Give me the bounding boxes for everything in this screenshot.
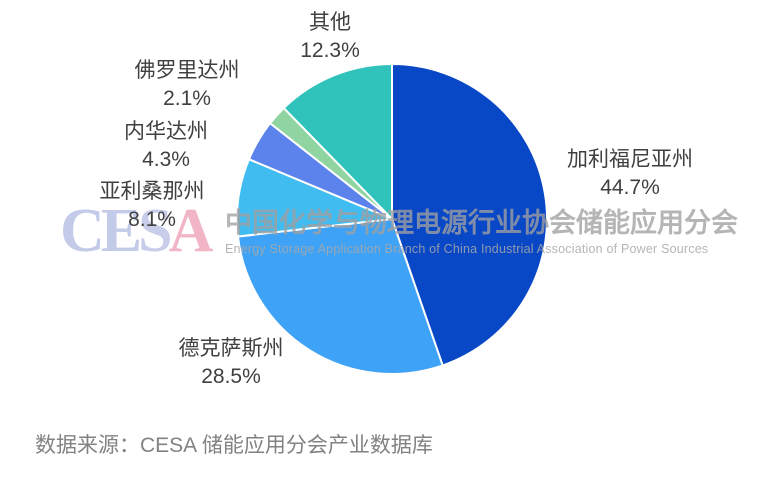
pie-slice-percent: 12.3% [300,39,360,62]
pie-slice-percent: 4.3% [142,148,190,171]
pie-slice-name: 亚利桑那州 [99,180,205,203]
pie-slice-name: 佛罗里达州 [134,59,240,82]
pie-slice-name: 加利福尼亚州 [567,148,693,171]
pie-slice-percent: 2.1% [163,87,211,110]
pie-slice-label-5: 其他 12.3% [300,9,360,65]
pie-slice-name: 其他 [308,11,351,34]
pie-slice-label-3: 内华达州 4.3% [124,118,208,174]
pie-slice-label-2: 亚利桑那州 8.1% [100,178,205,234]
pie-slice-name: 德克萨斯州 [178,337,284,360]
pie-slice-0 [391,63,548,367]
pie-slice-label-1: 德克萨斯州 28.5% [179,335,284,391]
pie-slice-5 [282,63,393,220]
pie-slice-percent: 28.5% [201,365,261,388]
pie-slice-label-4: 佛罗里达州 2.1% [135,57,240,113]
pie-slice-percent: 8.1% [128,208,176,231]
pie-slice-percent: 44.7% [600,176,660,199]
data-source-note: 数据来源：CESA 储能应用分会产业数据库 [35,434,433,457]
pie-slice-label-0: 加利福尼亚州 44.7% [567,146,693,202]
pie-slice-name: 内华达州 [124,120,208,143]
pie-slice-1 [236,218,444,375]
